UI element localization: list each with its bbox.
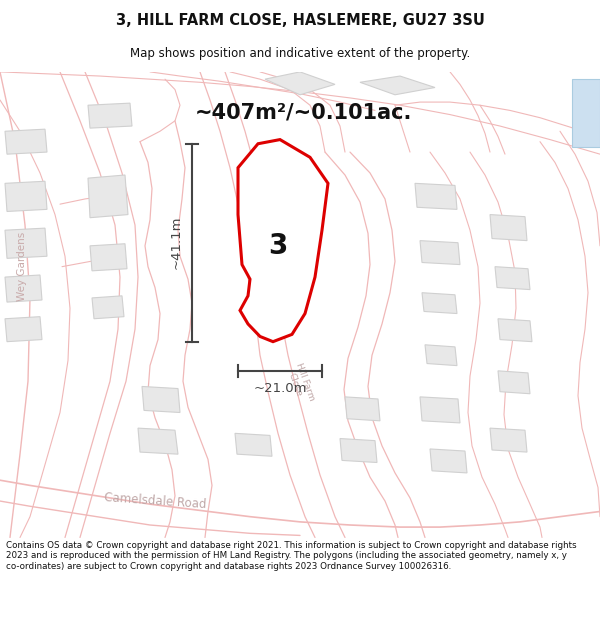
Polygon shape [498, 319, 532, 342]
Text: Contains OS data © Crown copyright and database right 2021. This information is : Contains OS data © Crown copyright and d… [6, 541, 577, 571]
Polygon shape [5, 129, 47, 154]
Polygon shape [265, 72, 335, 95]
Text: ~21.0m: ~21.0m [253, 382, 307, 395]
Polygon shape [235, 433, 272, 456]
Polygon shape [88, 103, 132, 128]
Polygon shape [415, 183, 457, 209]
Text: Camelsdale Road: Camelsdale Road [103, 491, 206, 511]
Polygon shape [360, 76, 435, 95]
Text: Hill Farm
Close: Hill Farm Close [284, 361, 316, 405]
Polygon shape [92, 296, 124, 319]
Polygon shape [142, 386, 180, 412]
Polygon shape [90, 244, 127, 271]
Polygon shape [138, 428, 178, 454]
Text: Wey Gardens: Wey Gardens [17, 232, 27, 301]
Polygon shape [5, 317, 42, 342]
Polygon shape [88, 175, 128, 218]
Text: 3, HILL FARM CLOSE, HASLEMERE, GU27 3SU: 3, HILL FARM CLOSE, HASLEMERE, GU27 3SU [116, 13, 484, 28]
Text: ~407m²/~0.101ac.: ~407m²/~0.101ac. [195, 102, 412, 122]
Polygon shape [238, 139, 328, 342]
Polygon shape [422, 292, 457, 314]
Polygon shape [490, 214, 527, 241]
Polygon shape [5, 181, 47, 211]
Polygon shape [490, 428, 527, 452]
Bar [572, 79, 600, 147]
Text: ~41.1m: ~41.1m [170, 216, 182, 269]
Polygon shape [345, 397, 380, 421]
Polygon shape [498, 371, 530, 394]
Text: Map shows position and indicative extent of the property.: Map shows position and indicative extent… [130, 47, 470, 60]
Polygon shape [495, 267, 530, 289]
Polygon shape [5, 228, 47, 258]
Text: 3: 3 [268, 232, 287, 260]
Polygon shape [430, 449, 467, 473]
Polygon shape [420, 397, 460, 423]
Polygon shape [425, 345, 457, 366]
Polygon shape [420, 241, 460, 264]
Polygon shape [5, 275, 42, 302]
Polygon shape [340, 439, 377, 462]
